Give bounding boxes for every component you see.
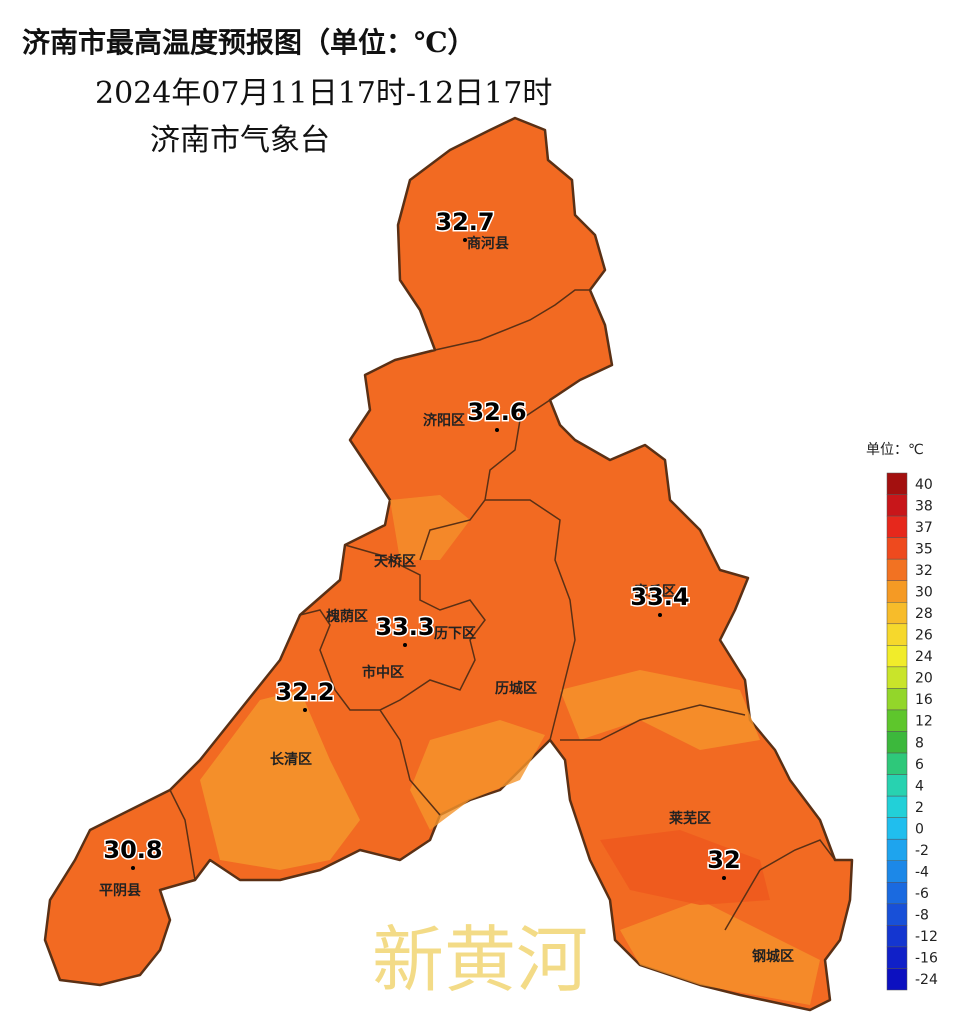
boundary [169, 789, 196, 881]
warm-zone [620, 900, 820, 1005]
legend-label: -2 [915, 843, 929, 859]
legend-label: 20 [915, 671, 933, 687]
legend-swatch [886, 731, 908, 754]
legend-label: -8 [915, 908, 929, 924]
district-name: 平阴县 [99, 883, 141, 899]
temperature: 33.4 [630, 583, 689, 611]
warm-zone [390, 495, 470, 560]
district-name: 济阳区 [423, 412, 465, 429]
legend-label: 26 [915, 628, 933, 644]
legend-swatch [886, 494, 908, 517]
district-name: 历城区 [495, 680, 537, 697]
district-name: 历下区 [434, 626, 476, 642]
legend-swatch [886, 968, 908, 991]
legend-swatch [886, 623, 908, 646]
station-dot [658, 613, 662, 617]
legend-swatch [886, 795, 908, 818]
legend-swatch [886, 903, 908, 926]
temperature: 32 [707, 846, 740, 874]
legend-swatch [886, 666, 908, 689]
legend-label: -12 [915, 929, 938, 945]
legend-label: -24 [915, 972, 938, 988]
legend-unit: 单位：℃ [866, 442, 924, 458]
legend-swatch [886, 537, 908, 560]
station-dot [463, 238, 467, 242]
legend-swatch [886, 752, 908, 775]
legend-swatch [886, 688, 908, 711]
issuer: 济南市气象台 [150, 123, 330, 158]
legend-swatch [886, 558, 908, 581]
legend-label: 8 [915, 735, 924, 751]
district-name: 长清区 [270, 751, 312, 768]
district-name: 莱芜区 [669, 810, 711, 827]
title: 济南市最高温度预报图（单位：℃） [22, 26, 476, 59]
boundary [759, 839, 836, 871]
district-name: 章丘区 [634, 583, 676, 600]
station-dot [495, 428, 499, 432]
legend-label: 30 [915, 584, 933, 600]
legend-swatch [886, 946, 908, 969]
legend-label: -6 [915, 886, 929, 902]
boundary [419, 399, 551, 561]
district-name: 槐荫区 [325, 608, 368, 625]
boundary [299, 609, 441, 816]
boundary [434, 289, 590, 351]
boundary [344, 544, 486, 711]
legend-label: -4 [915, 865, 929, 881]
temperature: 32.2 [275, 678, 334, 706]
station-dot [403, 643, 407, 647]
station-dot [722, 876, 726, 880]
legend-swatch [886, 645, 908, 668]
district-name: 商河县 [467, 235, 509, 252]
hot-zone [600, 830, 770, 905]
boundary [485, 499, 576, 741]
temperature: 32.6 [467, 398, 526, 426]
station-dot [303, 708, 307, 712]
legend-swatch [886, 838, 908, 861]
legend-label: 0 [915, 821, 924, 837]
warm-zone [200, 690, 360, 870]
legend-swatch [886, 580, 908, 603]
period: 2024年07月11日17时-12日17时 [95, 76, 552, 111]
legend-label: -16 [915, 951, 938, 967]
legend-label: 35 [915, 541, 933, 557]
legend-swatch [886, 817, 908, 840]
station-dot [131, 866, 135, 870]
watermark: 新黄河 [372, 918, 588, 1002]
legend-swatch [886, 882, 908, 905]
legend-label: 24 [915, 649, 933, 665]
legend-label: 6 [915, 757, 924, 773]
temperature: 30.8 [103, 836, 162, 864]
legend-label: 12 [915, 714, 933, 730]
legend: 40383735323028262420161286420-2-4-6-8-12… [886, 472, 938, 991]
legend-swatch [886, 925, 908, 948]
district-name: 市中区 [362, 664, 404, 681]
temperature: 32.7 [435, 208, 494, 236]
legend-label: 2 [915, 800, 924, 816]
boundary [724, 869, 761, 931]
district-boundaries [169, 289, 836, 931]
legend-label: 37 [915, 520, 933, 536]
legend-label: 32 [915, 563, 933, 579]
warm-zone [410, 720, 545, 830]
boundary [560, 704, 746, 741]
legend-swatch [886, 774, 908, 797]
legend-label: 38 [915, 498, 933, 514]
district-name: 天桥区 [374, 553, 416, 570]
warm-zone [560, 670, 760, 750]
legend-label: 16 [915, 692, 933, 708]
legend-swatch [886, 515, 908, 538]
legend-swatch [886, 472, 908, 495]
legend-label: 28 [915, 606, 933, 622]
temperature: 33.3 [375, 613, 434, 641]
legend-swatch [886, 602, 908, 625]
legend-swatch [886, 709, 908, 732]
legend-swatch [886, 860, 908, 883]
district-name: 钢城区 [752, 948, 794, 965]
legend-label: 40 [915, 477, 933, 493]
legend-label: 4 [915, 778, 924, 794]
